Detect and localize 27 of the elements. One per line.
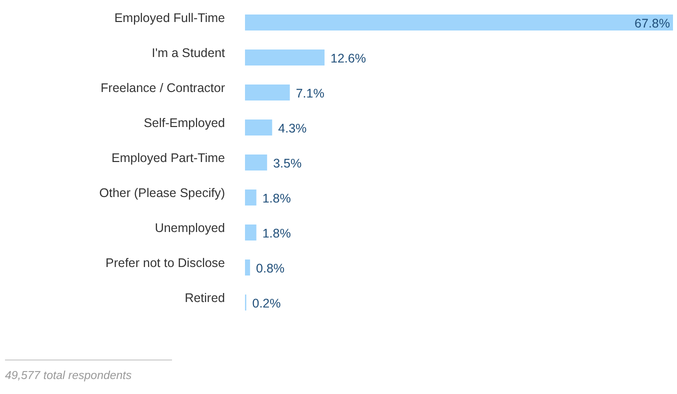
- bar: [245, 260, 250, 276]
- y-tick-label: Employed Part-Time: [112, 151, 226, 165]
- data-label: 3.5%: [273, 156, 302, 170]
- bar: [245, 224, 256, 240]
- y-tick-label: Prefer not to Disclose: [106, 256, 226, 270]
- y-tick-label: Self-Employed: [144, 116, 226, 130]
- y-tick-label: Employed Full-Time: [114, 11, 226, 25]
- data-label: 0.2%: [252, 296, 281, 310]
- bar: [245, 190, 256, 206]
- data-label: 67.8%: [634, 16, 670, 30]
- y-tick-label: I'm a Student: [152, 46, 226, 60]
- bar: [245, 154, 268, 170]
- data-label: 7.1%: [296, 86, 324, 100]
- y-tick-label: Other (Please Specify): [99, 186, 225, 200]
- data-label: 1.8%: [262, 226, 291, 240]
- data-label: 4.3%: [278, 122, 307, 136]
- text: 49,577 total respondents: [5, 370, 132, 382]
- y-tick-label: Freelance / Contractor: [100, 81, 225, 95]
- y-tick-label: Retired: [184, 291, 226, 305]
- bar: [245, 50, 325, 66]
- bar: [245, 84, 290, 100]
- y-tick-label: Unemployed: [154, 221, 226, 235]
- data-label: 0.8%: [256, 262, 285, 276]
- data-label: 1.8%: [262, 192, 291, 206]
- bar: [245, 120, 272, 136]
- bar: [245, 14, 673, 30]
- data-label: 12.6%: [330, 52, 366, 66]
